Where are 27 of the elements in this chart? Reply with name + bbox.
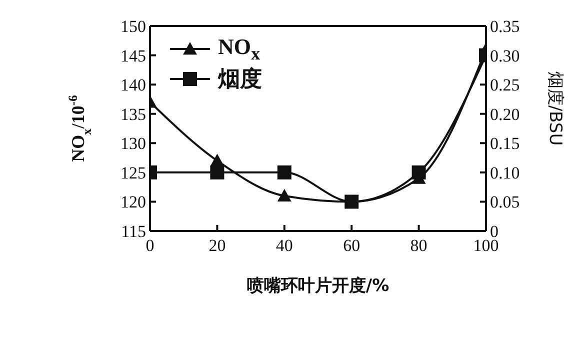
point [277, 188, 292, 202]
y-tick-label: 125 [120, 163, 146, 182]
y-tick-label: 140 [120, 76, 146, 95]
y-tick-label: 130 [120, 134, 146, 154]
y-tick-label: 150 [120, 17, 146, 36]
legend-label: 烟度 [218, 67, 262, 92]
y2-tick-label: 0.15 [490, 134, 520, 154]
x-tick-label: 40 [276, 236, 293, 256]
y-tick-label: 135 [120, 104, 146, 124]
y2-tick-label: 0.20 [490, 104, 520, 124]
x-tick-label: 20 [208, 236, 226, 256]
y2-tick-label: 0.30 [490, 46, 520, 66]
y2-tick-label: 0.05 [490, 192, 520, 212]
y2-tick-label: 0.25 [490, 76, 520, 95]
x-tick-label: 0 [146, 236, 154, 256]
y2-tick-label: 0.10 [490, 163, 520, 182]
x-tick-label: 100 [473, 236, 499, 256]
legend-label: NO$_{x}$ [218, 34, 260, 64]
y2-tick-label: 0.35 [490, 17, 520, 36]
x-axis-title: 喷嘴环叶片开度/% [246, 276, 390, 296]
y-tick-label: 115 [121, 222, 146, 242]
y-tick-label: 120 [120, 192, 146, 212]
x-tick-label: 80 [410, 236, 428, 256]
y2-axis-title: 烟度/BSU [545, 71, 565, 146]
point [210, 154, 224, 166]
y-tick-label: 145 [120, 46, 146, 66]
x-tick-label: 60 [343, 236, 360, 256]
